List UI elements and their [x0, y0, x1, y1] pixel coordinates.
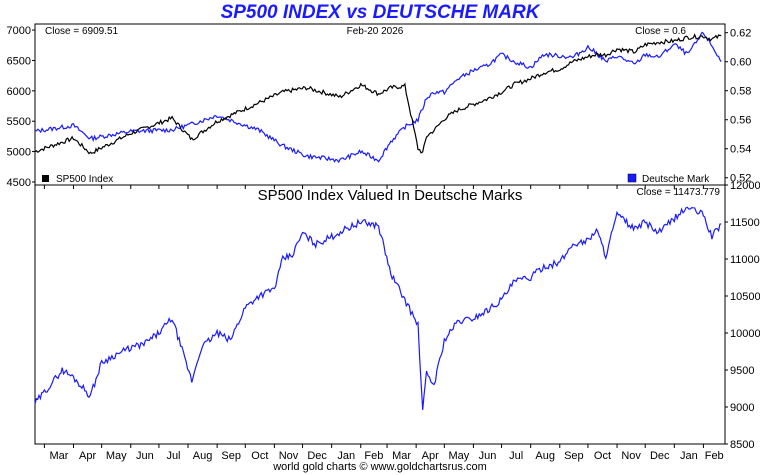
deutsche-mark-line: [34, 31, 722, 164]
x-tick-label-12: Mar: [392, 450, 411, 462]
x-axis-ticks: Mar Apr May Jun Jul Aug Sep Oct Nov Dec Jan Feb Mar A…: [43, 185, 724, 462]
bottom-right-tick-label-0: 8500: [730, 439, 754, 451]
bottom-right-tick-label-4: 10500: [730, 291, 760, 303]
footer-credit: world gold charts © www.goldchartsrus.co…: [273, 461, 487, 473]
x-tick-label-19: Oct: [594, 450, 611, 462]
ratio-close-label: Close = 11473.779: [637, 187, 721, 198]
x-tick-label-3: Jun: [136, 450, 154, 462]
x-tick-label-15: Jun: [479, 450, 497, 462]
top-right-tick-label-4: 0.60: [730, 57, 751, 69]
top-left-tick-label-0: 4500: [7, 177, 31, 189]
x-tick-label-17: Aug: [535, 450, 555, 462]
x-tick-label-4: Jul: [166, 450, 180, 462]
x-tick-label-0: Mar: [49, 450, 68, 462]
x-tick-label-23: Feb: [705, 450, 724, 462]
dm-legend-swatch: [627, 173, 637, 183]
top-right-tick-label-5: 0.62: [730, 28, 751, 40]
sp500-in-dm-line: [34, 206, 722, 410]
x-tick-label-10: Jan: [337, 450, 355, 462]
chart-title: SP500 INDEX vs DEUTSCHE MARK: [220, 2, 540, 23]
bottom-right-tick-label-6: 11500: [730, 217, 760, 229]
sp500-legend-swatch: [42, 175, 49, 182]
top-right-tick-label-1: 0.54: [730, 144, 751, 156]
x-tick-label-7: Oct: [251, 450, 268, 462]
x-tick-label-14: May: [448, 450, 469, 462]
bottom-panel-title: SP500 Index Valued In Deutsche Marks: [258, 187, 523, 204]
bottom-panel-frame: [34, 184, 726, 445]
x-tick-label-18: Sep: [564, 450, 584, 462]
sp500-close-label: Close = 6909.51: [45, 26, 119, 37]
dm-close-label: Close = 0.6: [635, 26, 686, 37]
bottom-right-tick-label-3: 10000: [730, 328, 760, 340]
x-tick-label-11: Feb: [364, 450, 383, 462]
x-tick-label-9: Dec: [307, 450, 327, 462]
date-label: Feb-20 2026: [347, 26, 404, 37]
top-left-tick-label-3: 6000: [7, 86, 31, 98]
bottom-right-tick-label-5: 11000: [730, 254, 760, 266]
x-tick-label-22: Jan: [680, 450, 698, 462]
bottom-right-tick-label-2: 9500: [730, 365, 754, 377]
x-tick-label-1: Apr: [79, 450, 96, 462]
sp500-index-line: [34, 33, 722, 155]
x-tick-label-13: Apr: [422, 450, 439, 462]
x-tick-label-8: Nov: [279, 450, 299, 462]
x-tick-label-16: Jul: [509, 450, 523, 462]
top-right-tick-label-2: 0.56: [730, 115, 751, 127]
x-tick-label-5: Aug: [193, 450, 213, 462]
sp500-legend-label: SP500 Index: [56, 174, 113, 185]
top-right-axis-ticks: 0.52 0.54 0.56 0.58 0.60 0.62: [725, 28, 751, 185]
top-left-tick-label-4: 6500: [7, 55, 31, 67]
x-tick-label-20: Nov: [621, 450, 641, 462]
top-left-tick-label-1: 5000: [7, 147, 31, 159]
top-panel-frame: [34, 23, 726, 186]
bottom-right-tick-label-7: 12000: [730, 180, 760, 192]
top-left-tick-label-5: 7000: [7, 25, 31, 37]
dm-legend-label: Deutsche Mark: [642, 174, 710, 185]
top-left-axis-ticks: 4500 5000 5500 6000 6500 7000: [7, 25, 35, 189]
top-right-tick-label-0: 0.52: [730, 173, 751, 185]
top-left-tick-label-2: 5500: [7, 116, 31, 128]
bottom-right-tick-label-1: 9000: [730, 402, 754, 414]
x-tick-label-6: Sep: [221, 450, 241, 462]
top-right-tick-label-3: 0.58: [730, 86, 751, 98]
x-tick-label-2: May: [106, 450, 127, 462]
bottom-right-axis-ticks: 8500 9000 9500 10000 10500 11000 11500 12000: [725, 180, 760, 451]
x-tick-label-21: Dec: [650, 450, 670, 462]
